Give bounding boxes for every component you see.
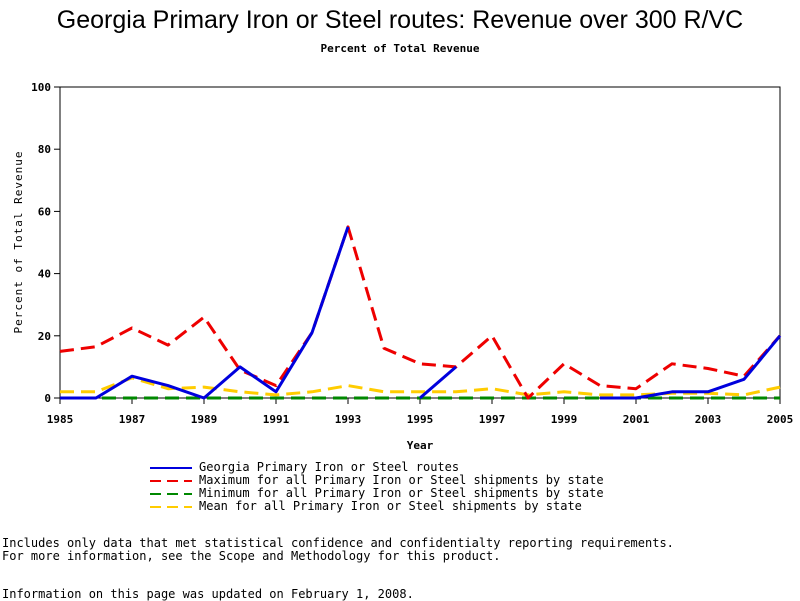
footnotes: Includes only data that met statistical … [2,537,674,563]
y-tick-label: 40 [38,268,51,281]
x-tick-label: 2003 [695,413,722,426]
y-axis-label: Percent of Total Revenue [12,151,25,334]
legend-swatch-minimum [150,493,192,495]
x-tick-label: 1985 [47,413,74,426]
x-tick-label: 1991 [263,413,290,426]
footnote-methodology: For more information, see the Scope and … [2,549,501,563]
legend-swatch-georgia-routes [150,467,192,469]
y-tick-label: 20 [38,330,51,343]
x-axis-label: Year [407,439,434,452]
chart-subtitle: Percent of Total Revenue [320,42,480,55]
y-tick-label: 60 [38,205,51,218]
y-tick-label: 80 [38,143,51,156]
series-line-maximum [59,225,782,400]
x-tick-label: 1999 [551,413,578,426]
legend-label-maximum: Maximum for all Primary Iron or Steel sh… [199,473,604,487]
legend-label-georgia-routes: Georgia Primary Iron or Steel routes [199,460,460,474]
update-notice: Information on this page was updated on … [2,587,414,601]
chart-title: Georgia Primary Iron or Steel routes: Re… [56,6,744,34]
legend-swatch-maximum [150,480,192,482]
x-tick-label: 2001 [623,413,650,426]
footnote-confidence: Includes only data that met statistical … [2,536,674,550]
legend-swatch-mean [150,506,192,508]
legend-label-mean: Mean for all Primary Iron or Steel shipm… [199,499,582,513]
x-tick-label: 1993 [335,413,362,426]
x-tick-label: 1997 [479,413,506,426]
x-tick-label: 1989 [191,413,218,426]
line-chart: 1985 1987 1989 1991 1993 1995 1997 1999 2001 2003… [12,81,794,452]
y-tick-label: 100 [31,81,51,94]
y-tick-label: 0 [44,392,51,405]
x-tick-label: 2005 [767,413,794,426]
legend-label-minimum: Minimum for all Primary Iron or Steel sh… [199,486,604,500]
x-tick-label: 1995 [407,413,434,426]
series-line-mean [60,376,781,397]
series-line-georgia-routes [60,226,782,400]
plot-frame [59,86,781,399]
x-tick-label: 1987 [119,413,146,426]
